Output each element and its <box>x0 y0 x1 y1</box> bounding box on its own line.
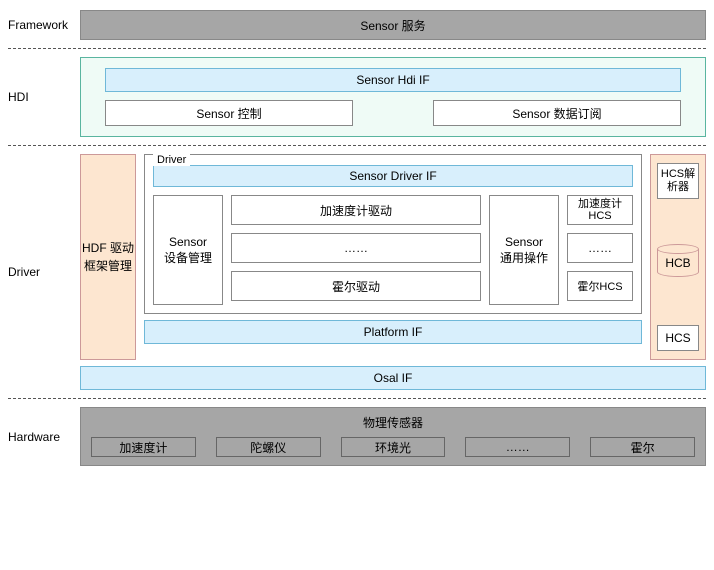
hcs-ellipsis-box: …… <box>567 233 633 263</box>
framework-content: Sensor 服务 <box>80 10 706 40</box>
hcb-cylinder: HCB <box>657 244 699 280</box>
driver-fieldset: Driver Sensor Driver IF Sensor 设备管理 加速度计… <box>144 154 642 314</box>
osal-if-box: Osal IF <box>80 366 706 390</box>
sensor-subscribe-box: Sensor 数据订阅 <box>433 100 681 126</box>
sensor-service-box: Sensor 服务 <box>80 10 706 40</box>
driver-inner-row: Sensor 设备管理 加速度计驱动 …… 霍尔驱动 Sensor 通用操作 加… <box>153 195 633 305</box>
hardware-items-row: 加速度计 陀螺仪 环境光 …… 霍尔 <box>91 437 695 457</box>
driver-top-row: HDF 驱动框架管理 Driver Sensor Driver IF Senso… <box>80 154 706 360</box>
hw-item-2: 环境光 <box>341 437 446 457</box>
driver-fieldset-legend: Driver <box>153 154 190 166</box>
sensor-driver-if-box: Sensor Driver IF <box>153 165 633 187</box>
hdi-container: Sensor Hdi IF Sensor 控制 Sensor 数据订阅 <box>80 57 706 137</box>
hdi-content: Sensor Hdi IF Sensor 控制 Sensor 数据订阅 <box>80 57 706 137</box>
accel-drv-box: 加速度计驱动 <box>231 195 481 225</box>
hardware-title: 物理传感器 <box>91 414 695 431</box>
hdi-label: HDI <box>8 90 80 104</box>
drv-ellipsis-box: …… <box>231 233 481 263</box>
hw-item-1: 陀螺仪 <box>216 437 321 457</box>
hall-hcs-box: 霍尔HCS <box>567 271 633 301</box>
hw-item-4: 霍尔 <box>590 437 695 457</box>
hw-item-3: …… <box>465 437 570 457</box>
divider-3 <box>8 398 706 399</box>
hdi-row: Sensor 控制 Sensor 数据订阅 <box>105 100 681 126</box>
hcb-label: HCB <box>665 256 690 270</box>
divider-2 <box>8 145 706 146</box>
hcs-parser-box: HCS解析器 <box>657 163 699 199</box>
sensor-control-box: Sensor 控制 <box>105 100 353 126</box>
hcs-side-col: HCS解析器 HCB HCS <box>650 154 706 360</box>
hardware-content: 物理传感器 加速度计 陀螺仪 环境光 …… 霍尔 <box>80 407 706 466</box>
divider-1 <box>8 48 706 49</box>
driver-content: HDF 驱动框架管理 Driver Sensor Driver IF Senso… <box>80 154 706 390</box>
driver-middle-col: Driver Sensor Driver IF Sensor 设备管理 加速度计… <box>144 154 642 360</box>
driver-label: Driver <box>8 265 80 279</box>
hardware-label: Hardware <box>8 430 80 444</box>
driver-layer: Driver HDF 驱动框架管理 Driver Sensor Driver I… <box>8 148 706 396</box>
hardware-layer: Hardware 物理传感器 加速度计 陀螺仪 环境光 …… 霍尔 <box>8 401 706 472</box>
driver-hcs-col: 加速度计HCS …… 霍尔HCS <box>567 195 633 305</box>
framework-label: Framework <box>8 18 80 32</box>
platform-if-box: Platform IF <box>144 320 642 344</box>
framework-layer: Framework Sensor 服务 <box>8 4 706 46</box>
hdi-layer: HDI Sensor Hdi IF Sensor 控制 Sensor 数据订阅 <box>8 51 706 143</box>
hdf-mgr-box: HDF 驱动框架管理 <box>80 154 136 360</box>
accel-hcs-box: 加速度计HCS <box>567 195 633 225</box>
hw-item-0: 加速度计 <box>91 437 196 457</box>
hardware-container: 物理传感器 加速度计 陀螺仪 环境光 …… 霍尔 <box>80 407 706 466</box>
hall-drv-box: 霍尔驱动 <box>231 271 481 301</box>
sensor-common-op-box: Sensor 通用操作 <box>489 195 559 305</box>
sensor-dev-mgr-box: Sensor 设备管理 <box>153 195 223 305</box>
driver-drv-col: 加速度计驱动 …… 霍尔驱动 <box>231 195 481 305</box>
hcs-box: HCS <box>657 325 699 351</box>
sensor-hdi-if-box: Sensor Hdi IF <box>105 68 681 92</box>
